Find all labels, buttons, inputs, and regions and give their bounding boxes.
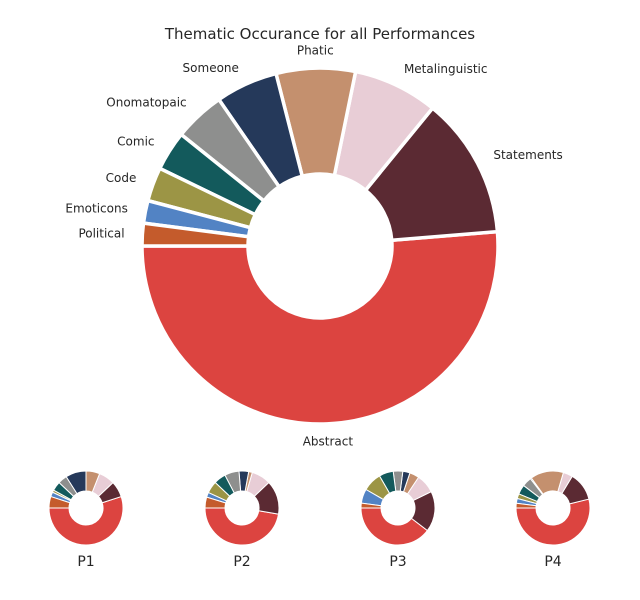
p2-slice-political (204, 496, 227, 509)
main-label-metalinguistic: Metalinguistic (404, 62, 488, 76)
p2-slice-abstract (204, 507, 279, 546)
p3-title: P3 (389, 554, 406, 570)
main-label-emoticons: Emoticons (65, 201, 127, 215)
small-donut-charts: P1 P2 P3 P4 (48, 470, 591, 570)
p3-slice-political (360, 502, 382, 509)
main-label-comic: Comic (117, 134, 154, 148)
p4-title: P4 (544, 554, 561, 570)
main-slice-political (140, 221, 251, 248)
main-label-statements: Statements (493, 148, 562, 162)
main-label-abstract: Abstract (303, 435, 354, 449)
donut-p4: P4 (515, 470, 591, 570)
p1-title: P1 (77, 554, 94, 570)
p3-slice-abstract (360, 507, 428, 546)
p4-slice-political (515, 502, 537, 509)
main-label-code: Code (106, 171, 137, 185)
main-label-phatic: Phatic (297, 43, 334, 57)
p2-title: P2 (233, 554, 250, 570)
main-donut-chart: Abstract Statements Metalinguistic Phatic So… (65, 43, 562, 448)
p1-slice-abstract (48, 496, 124, 546)
donut-p1: P1 (48, 470, 124, 570)
donut-p3: P3 (360, 470, 436, 570)
main-label-someone: Someone (183, 61, 239, 75)
p4-slice-abstract (515, 498, 591, 546)
figure-title: Thematic Occurance for all Performances (164, 25, 475, 43)
main-label-onomatopaic: Onomatopaic (106, 96, 186, 110)
main-label-political: Political (78, 226, 124, 240)
donut-p2: P2 (204, 470, 280, 570)
main-slice-abstract (140, 229, 500, 426)
p1-slice-political (48, 496, 71, 509)
